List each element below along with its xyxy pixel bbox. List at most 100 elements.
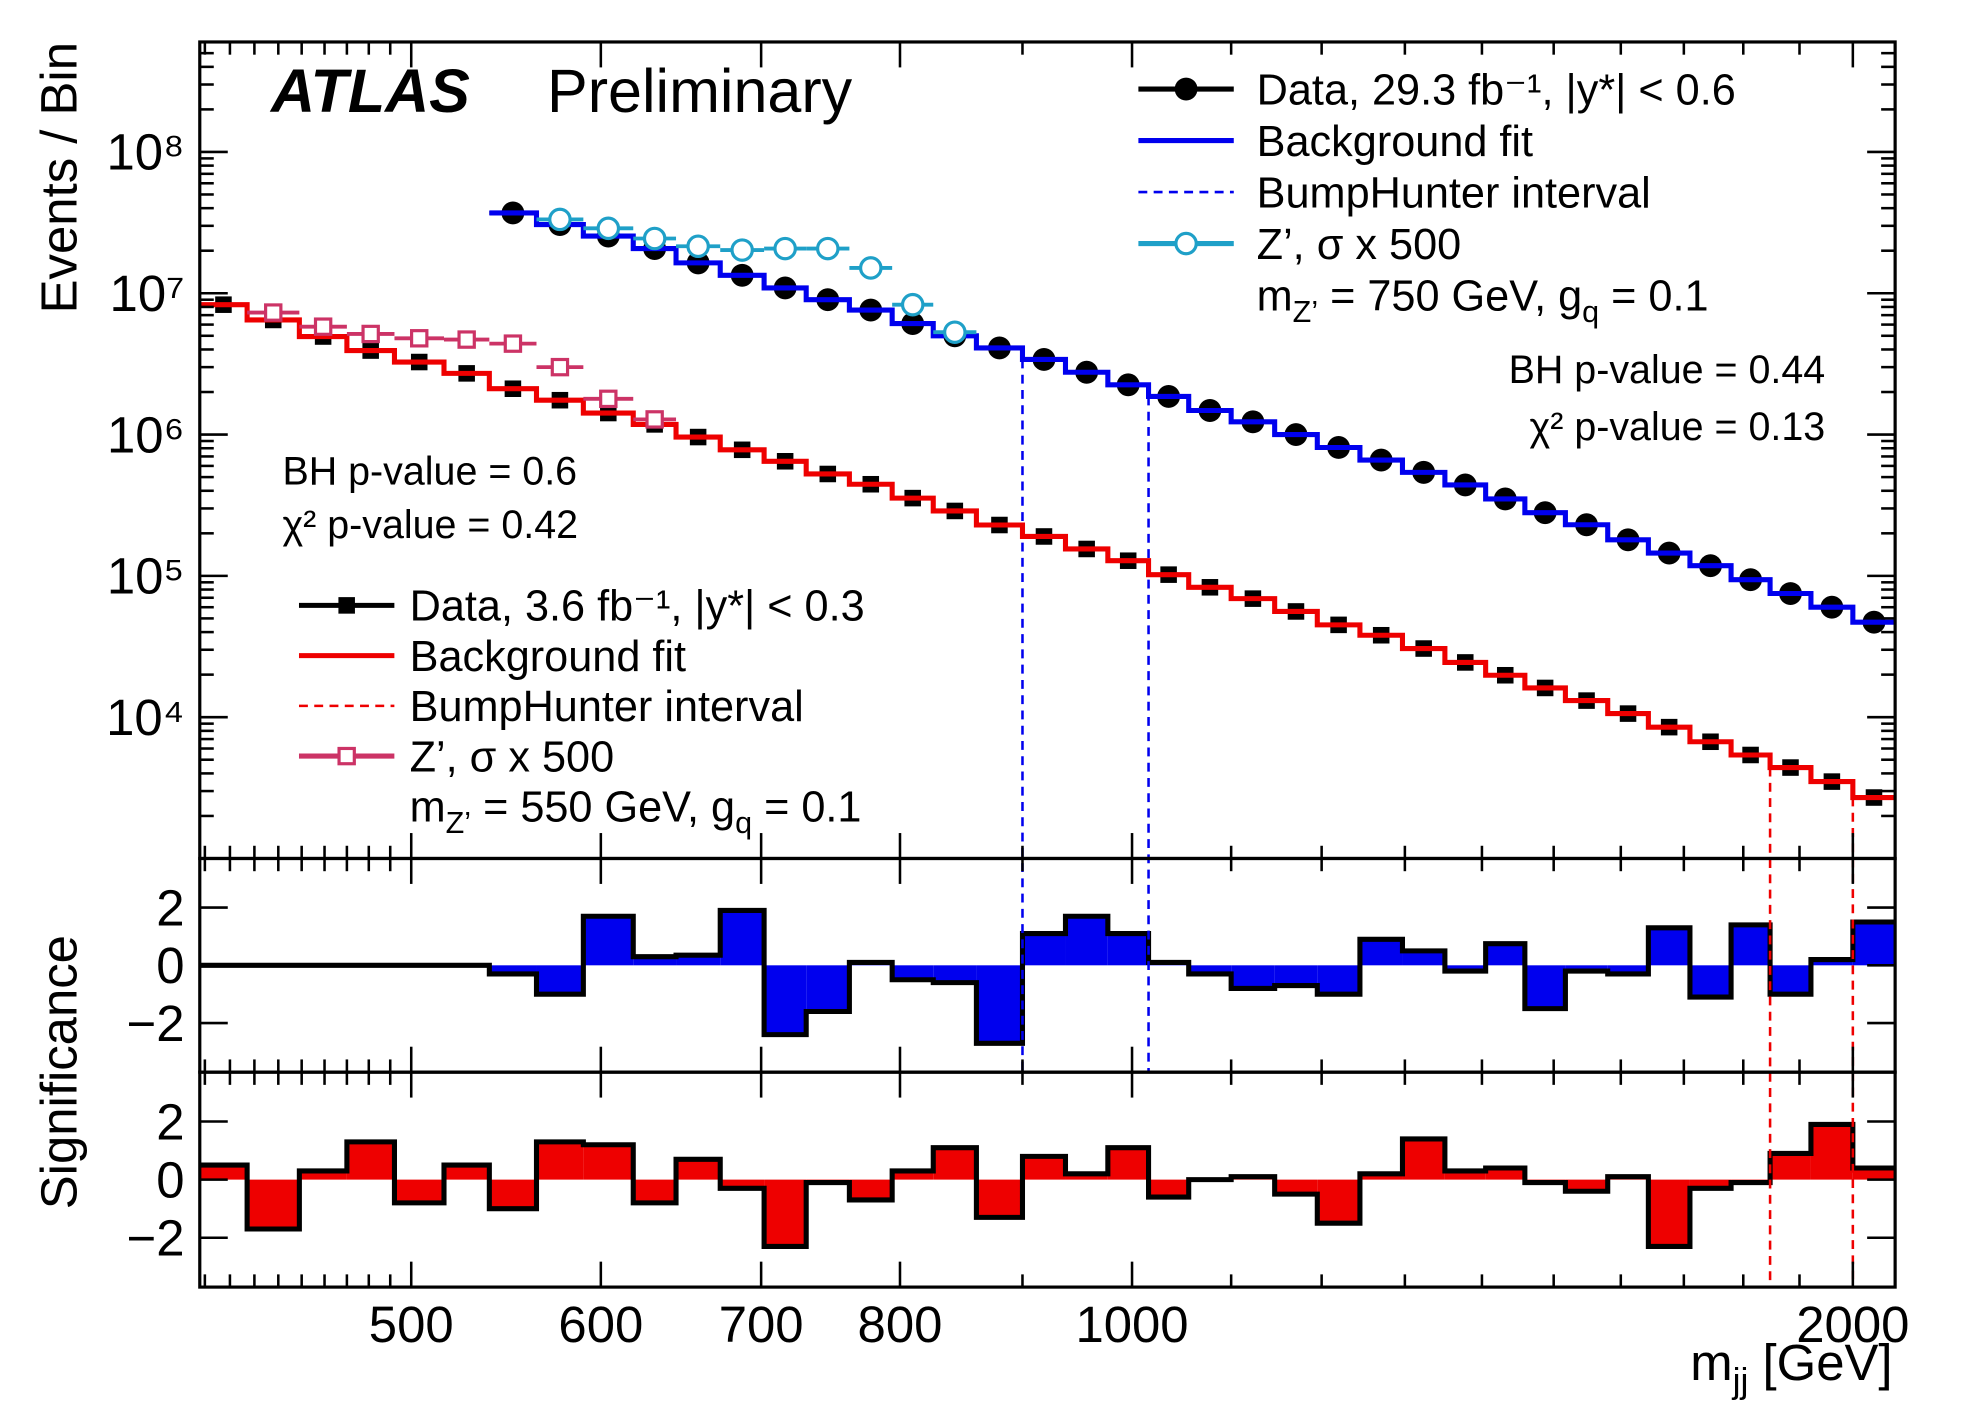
y-axis-label: Significance — [30, 935, 87, 1209]
annotation: χ² p-value = 0.13 — [1530, 405, 1826, 449]
significance-bar — [806, 965, 850, 1012]
legend-label: BumpHunter interval — [1257, 169, 1651, 217]
significance-bar — [1852, 1168, 1896, 1180]
significance-bar — [394, 1179, 444, 1203]
significance-bar — [443, 1165, 490, 1180]
x-tick-label: 1000 — [1075, 1296, 1188, 1353]
significance-bar — [676, 1159, 721, 1180]
signal-point — [457, 330, 476, 349]
legend-note-part: = 550 GeV, g — [471, 784, 735, 832]
signal-point — [773, 236, 797, 261]
legend-note-part: Z’ — [446, 806, 471, 840]
legend-marker — [338, 597, 355, 614]
significance-bar — [489, 1179, 537, 1209]
significance-bar — [1565, 1179, 1608, 1192]
signal-point — [599, 389, 618, 409]
legend-label: Z’, σ x 500 — [1257, 221, 1461, 269]
significance-bar — [1810, 1124, 1853, 1180]
significance-bar — [720, 910, 765, 966]
significance-bar — [1274, 1179, 1318, 1195]
legend-note: mZ’ = 750 GeV, gq = 0.1 — [1257, 272, 1709, 328]
x-axis-label: mjj [GeV] — [1690, 1334, 1892, 1401]
significance-bar — [536, 1141, 584, 1180]
significance-bar — [933, 1147, 977, 1180]
legend-note-part: = 0.1 — [752, 784, 861, 832]
legend-note: mZ’ = 550 GeV, gq = 0.1 — [410, 784, 862, 840]
significance-bar — [1648, 927, 1690, 966]
significance-bar — [1317, 1179, 1360, 1224]
significance-bar — [633, 1179, 677, 1203]
significance-bar — [1648, 1179, 1690, 1247]
significance-bar — [1188, 965, 1232, 974]
x-tick-label: 600 — [558, 1296, 643, 1353]
significance-bar — [199, 1165, 248, 1180]
significance-bar — [1485, 943, 1525, 966]
significance-bar — [1852, 922, 1896, 966]
significance-outline — [199, 907, 1896, 1046]
y-tick-label: 0 — [156, 1151, 184, 1208]
significance-bar — [764, 965, 807, 1035]
significance-bar — [1317, 965, 1360, 995]
significance-bar — [1022, 933, 1066, 966]
significance-bar — [1607, 965, 1649, 974]
legend-note-part: = 0.1 — [1599, 272, 1708, 320]
significance-bar — [633, 956, 677, 966]
signal-point — [859, 256, 883, 280]
significance-bar — [1444, 965, 1486, 972]
annotation: BH p-value = 0.6 — [282, 450, 577, 494]
significance-bar — [720, 1179, 765, 1189]
significance-bar — [1565, 965, 1608, 972]
legend-note-part: = 750 GeV, g — [1318, 272, 1582, 320]
significance-bar — [583, 916, 634, 966]
significance-bar — [1359, 939, 1403, 966]
significance-bar — [1444, 1170, 1486, 1180]
significance-bar — [1524, 965, 1566, 1009]
y-tick-label: −2 — [127, 1210, 185, 1267]
y-tick-label: 10⁴ — [106, 689, 184, 746]
signal-point — [900, 292, 925, 317]
significance-outline — [199, 1121, 1896, 1249]
experiment-label: ATLAS — [269, 57, 470, 125]
signal-point — [410, 329, 429, 348]
significance-bar — [1359, 1173, 1403, 1180]
significance-bar — [849, 1179, 893, 1200]
significance-bar — [976, 965, 1023, 1044]
legend-note-part: q — [735, 806, 752, 840]
signal-point — [645, 410, 664, 429]
legend-label: Z’, σ x 500 — [410, 733, 614, 781]
signal-point — [730, 238, 754, 262]
significance-bar — [299, 1170, 347, 1180]
signal-point — [816, 236, 840, 261]
significance-bar — [1022, 1156, 1066, 1180]
significance-bar — [976, 1179, 1023, 1218]
legend-marker — [337, 746, 356, 766]
x-axis-label-part: m — [1690, 1334, 1732, 1391]
significance-bar — [1231, 965, 1275, 989]
x-axis-label-part: [GeV] — [1748, 1334, 1892, 1391]
signal-point — [264, 303, 283, 322]
signal-point — [642, 226, 667, 251]
significance-bar — [1770, 1153, 1811, 1180]
y-tick-label: 10⁵ — [107, 548, 185, 605]
significance-bar — [1065, 1173, 1108, 1180]
y-tick-label: 10⁷ — [110, 265, 185, 322]
x-tick-label: 500 — [369, 1296, 454, 1353]
signal-point — [943, 320, 967, 344]
signal-point — [550, 357, 570, 377]
legend-label: Background fit — [410, 633, 686, 681]
significance-bar — [764, 1179, 807, 1247]
signal-point — [596, 216, 621, 241]
status-label: Preliminary — [547, 57, 853, 125]
significance-bar — [892, 1170, 934, 1180]
significance-bar — [1731, 924, 1771, 966]
significance-bar — [1485, 1168, 1525, 1180]
significance-bar — [933, 965, 977, 983]
background-fit — [199, 302, 1896, 801]
significance-bar — [1148, 1179, 1189, 1198]
significance-bar — [1402, 950, 1445, 966]
signal-point — [503, 334, 523, 353]
legend-note-part: q — [1582, 295, 1599, 329]
significance-bar — [676, 955, 721, 966]
